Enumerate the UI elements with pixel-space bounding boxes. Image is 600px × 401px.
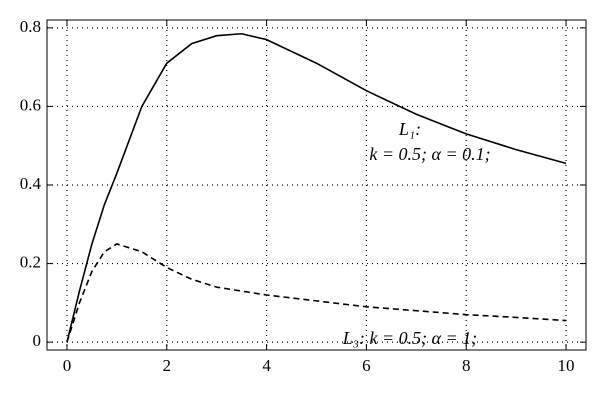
x-tick-label: 2	[163, 356, 172, 375]
x-tick-label: 4	[262, 356, 271, 375]
y-tick-label: 0	[33, 331, 42, 350]
line-series	[66, 243, 567, 343]
x-tick-label: 6	[362, 356, 371, 375]
annotation: L₁:	[398, 119, 421, 139]
annotation: k = 0.5; α = 0.1;	[369, 144, 490, 164]
y-tick-label: 0.8	[20, 17, 41, 36]
y-tick-label: 0.2	[20, 252, 41, 271]
annotation: L₃: k = 0.5; α = 1;	[342, 328, 477, 348]
y-tick-label: 0.6	[20, 95, 41, 114]
y-tick-label: 0.4	[20, 174, 42, 193]
x-tick-label: 8	[462, 356, 471, 375]
x-tick-label: 10	[558, 356, 575, 375]
line-series	[66, 32, 567, 343]
plot-frame	[46, 19, 587, 351]
x-tick-label: 0	[63, 356, 72, 375]
